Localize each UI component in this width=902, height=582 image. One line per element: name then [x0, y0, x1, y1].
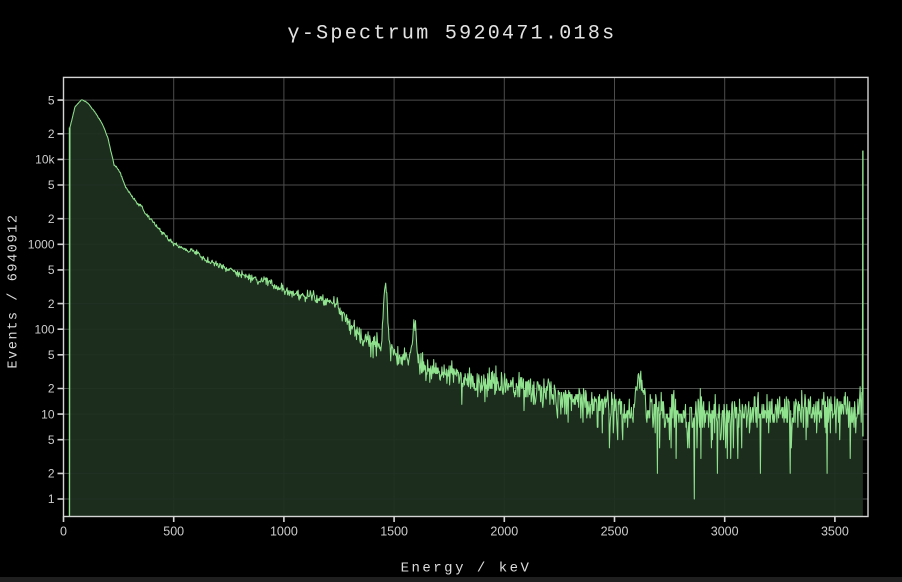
- svg-text:5: 5: [48, 263, 55, 277]
- svg-text:5: 5: [48, 93, 55, 107]
- svg-text:0: 0: [60, 525, 67, 539]
- svg-text:2: 2: [48, 297, 55, 311]
- svg-text:γ-Spectrum 5920471.018s: γ-Spectrum 5920471.018s: [288, 23, 617, 46]
- svg-text:2: 2: [48, 127, 55, 141]
- svg-text:2: 2: [48, 467, 55, 481]
- svg-text:3000: 3000: [711, 525, 739, 539]
- svg-text:10k: 10k: [35, 153, 55, 167]
- svg-text:1500: 1500: [380, 525, 408, 539]
- svg-text:2: 2: [48, 382, 55, 396]
- svg-text:2500: 2500: [601, 525, 629, 539]
- svg-text:5: 5: [48, 178, 55, 192]
- svg-text:1000: 1000: [270, 525, 298, 539]
- svg-text:2000: 2000: [490, 525, 518, 539]
- svg-text:10: 10: [41, 407, 55, 421]
- svg-text:2: 2: [48, 212, 55, 226]
- svg-text:Energy / keV: Energy / keV: [401, 561, 532, 577]
- svg-text:Events / 6940912: Events / 6940912: [7, 213, 22, 368]
- svg-text:1: 1: [48, 492, 55, 506]
- svg-text:100: 100: [34, 322, 54, 336]
- svg-text:5: 5: [48, 348, 55, 362]
- svg-text:1000: 1000: [28, 238, 55, 252]
- svg-text:500: 500: [163, 525, 184, 539]
- svg-text:3500: 3500: [821, 525, 849, 539]
- svg-text:5: 5: [48, 433, 55, 447]
